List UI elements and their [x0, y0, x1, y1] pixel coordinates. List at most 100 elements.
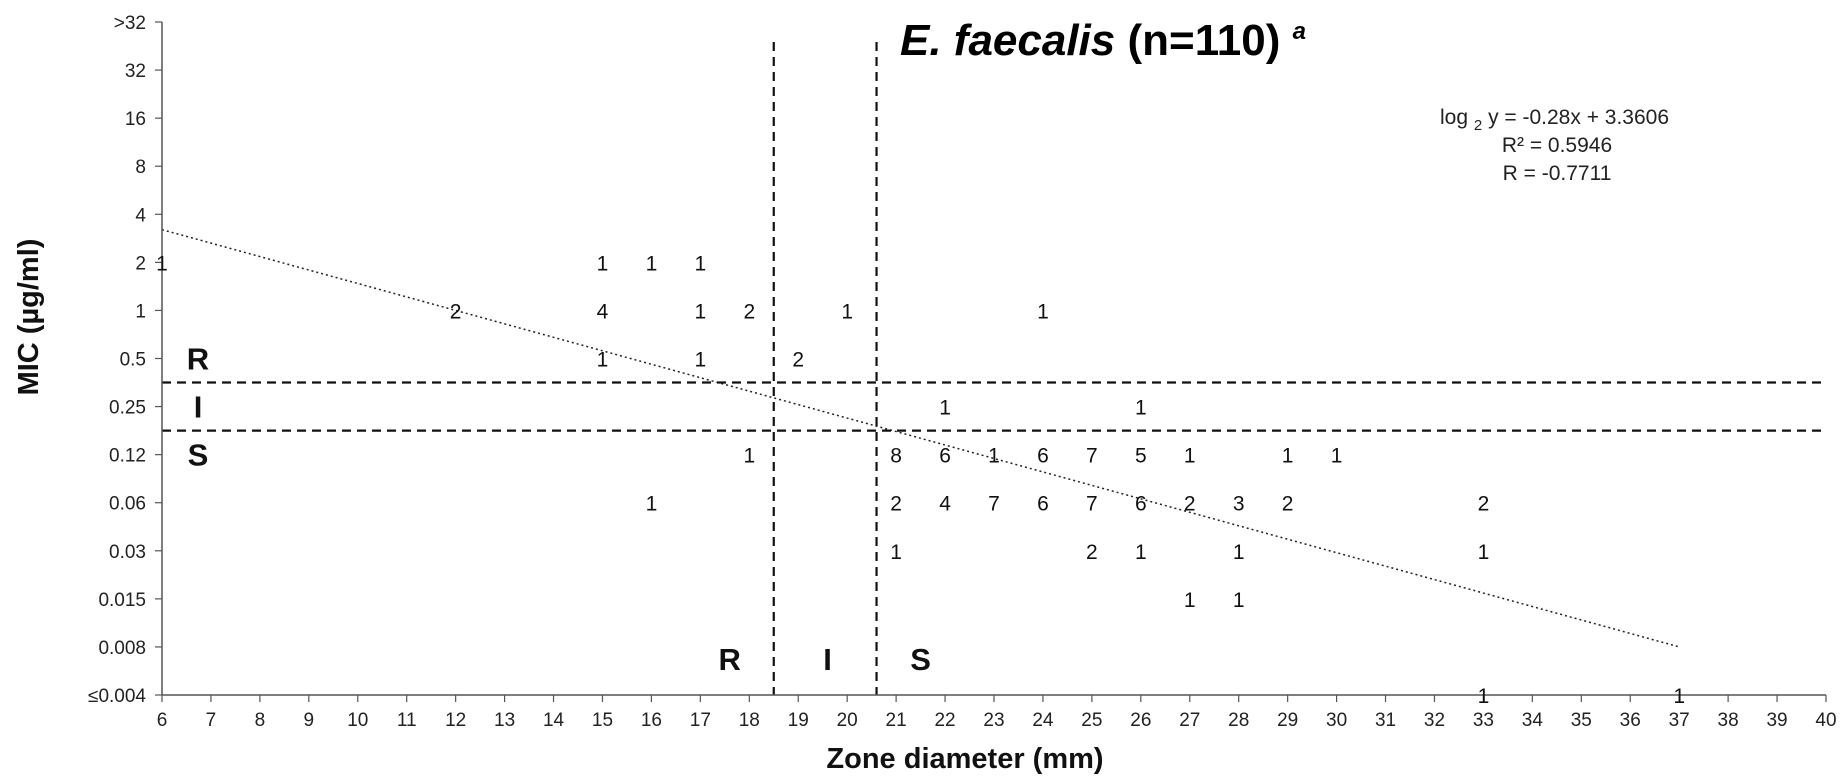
x-tick-label: 23: [983, 710, 1004, 731]
data-point-count: 1: [1135, 541, 1147, 564]
y-tick-label: 2: [135, 253, 146, 274]
data-point-count: 8: [890, 445, 902, 468]
x-tick-label: 13: [494, 710, 515, 731]
y-tick-label: 0.008: [98, 638, 146, 659]
zone-label-x: I: [823, 642, 832, 677]
x-tick-label: 6: [157, 710, 168, 731]
x-tick-label: 33: [1473, 710, 1494, 731]
equation-line-2: R² = 0.5946: [1502, 134, 1612, 157]
x-tick-label: 22: [934, 710, 955, 731]
data-point-count: 5: [1135, 445, 1147, 468]
y-tick-label: 1: [135, 301, 146, 322]
axes: [155, 21, 1827, 702]
y-tick-label: 0.06: [109, 494, 146, 515]
data-point-count: 6: [939, 445, 951, 468]
data-point-count: 7: [988, 493, 1000, 516]
data-point-count: 2: [1086, 541, 1098, 564]
x-tick-label: 17: [690, 710, 711, 731]
trendline-layer: [161, 228, 1680, 648]
x-tick-label: 25: [1081, 710, 1102, 731]
data-point-count: 1: [939, 397, 951, 420]
x-tick-label: 12: [445, 710, 466, 731]
trendline: [161, 228, 1680, 648]
data-point-count: 1: [695, 252, 707, 275]
y-tick-label: 0.25: [109, 398, 146, 419]
data-point-count: 1: [1135, 397, 1147, 420]
zone-label-x: R: [719, 642, 741, 677]
y-tick-label: 0.03: [109, 542, 146, 563]
x-tick-label: 29: [1277, 710, 1298, 731]
y-axis-title: MIC (µg/ml): [13, 239, 45, 396]
equation-line-1: log 2 y = -0.28x + 3.3606: [1440, 106, 1669, 135]
y-tick-label: 4: [135, 205, 146, 226]
data-point-count: 1: [1037, 300, 1049, 323]
title-organism: E. faecalis: [900, 16, 1115, 65]
title-superscript: a: [1293, 18, 1306, 45]
x-tick-label: 40: [1815, 710, 1836, 731]
x-tick-label: 38: [1718, 710, 1739, 731]
data-point-count: 7: [1086, 445, 1098, 468]
data-point-count: 1: [1184, 589, 1196, 612]
data-point-count: 2: [890, 493, 902, 516]
x-tick-label: 39: [1766, 710, 1787, 731]
data-point-count: 2: [1478, 493, 1490, 516]
data-point-count: 1: [695, 300, 707, 323]
data-points: 1 1 1 1 2 4 1 2 1 1 1 1 2 1 1 1 8 6 1 6 7 5 1 1 1 1 2 4 7 6 7 6 2 3 2 2 1 2 1 1…: [156, 252, 1685, 708]
y-tick-label: >32: [114, 13, 146, 34]
data-point-count: 1: [1478, 541, 1490, 564]
data-point-count: 1: [743, 445, 755, 468]
zone-label-x: S: [910, 642, 931, 677]
data-point-count: 1: [1184, 445, 1196, 468]
data-point-count: 1: [841, 300, 853, 323]
data-point-count: 3: [1233, 493, 1245, 516]
x-tick-label: 18: [739, 710, 760, 731]
x-tick-label: 19: [788, 710, 809, 731]
data-point-count: 1: [1478, 685, 1490, 708]
equation-line-3: R = -0.7711: [1503, 162, 1612, 185]
data-point-count: 2: [743, 300, 755, 323]
x-tick-label: 30: [1326, 710, 1347, 731]
data-point-count: 1: [1673, 685, 1685, 708]
data-point-count: 1: [1233, 589, 1245, 612]
data-point-count: 2: [1184, 493, 1196, 516]
data-point-count: 1: [156, 252, 168, 275]
x-tick-label: 24: [1032, 710, 1054, 731]
chart-title: E. faecalis (n=110) a: [900, 16, 1306, 65]
data-point-count: 7: [1086, 493, 1098, 516]
x-tick-label: 27: [1179, 710, 1200, 731]
x-tick-label: 15: [592, 710, 613, 731]
y-tick-label: 32: [125, 61, 146, 82]
data-point-count: 2: [1282, 493, 1294, 516]
regression-equation: log 2 y = -0.28x + 3.3606 R² = 0.5946 R …: [1440, 106, 1669, 185]
data-point-count: 1: [646, 252, 658, 275]
x-tick-label: 14: [543, 710, 565, 731]
data-point-count: 1: [597, 349, 609, 372]
x-tick-label: 34: [1522, 710, 1544, 731]
y-tick-label: 0.015: [98, 590, 146, 611]
data-point-count: 4: [597, 300, 609, 323]
data-point-count: 1: [988, 445, 1000, 468]
x-tick-label: 9: [304, 710, 315, 731]
x-tick-label: 10: [347, 710, 368, 731]
data-point-count: 1: [1233, 541, 1245, 564]
data-point-count: 1: [646, 493, 658, 516]
data-point-count: 2: [450, 300, 462, 323]
data-point-count: 6: [1037, 445, 1049, 468]
x-tick-label: 8: [255, 710, 266, 731]
data-point-count: 1: [597, 252, 609, 275]
data-point-count: 1: [890, 541, 902, 564]
x-tick-label: 20: [837, 710, 858, 731]
zone-label-y: I: [194, 390, 203, 425]
zone-label-y: S: [188, 438, 209, 473]
data-point-count: 6: [1037, 493, 1049, 516]
x-tick-label: 26: [1130, 710, 1151, 731]
zone-label-y: R: [187, 342, 209, 377]
tick-labels: 6 7 8 9 10 11 12 13 14 15 16 17 18 19 20 21 22 23 24 25 26 27…: [88, 13, 1837, 731]
data-point-count: 1: [1331, 445, 1343, 468]
x-tick-label: 21: [886, 710, 907, 731]
data-point-count: 6: [1135, 493, 1147, 516]
x-tick-label: 28: [1228, 710, 1249, 731]
data-point-count: 1: [695, 349, 707, 372]
y-tick-label: 0.12: [109, 446, 146, 467]
